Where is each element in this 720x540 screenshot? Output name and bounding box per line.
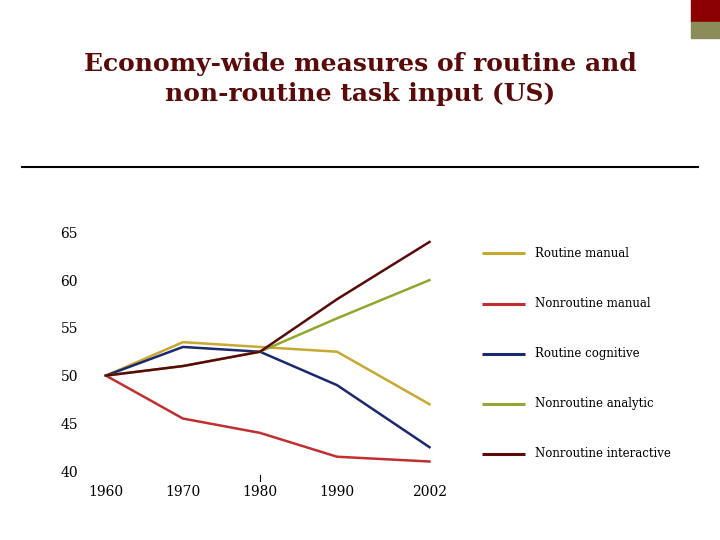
Text: Nonroutine manual: Nonroutine manual: [535, 297, 650, 310]
Bar: [691, 22, 720, 38]
Text: Routine manual: Routine manual: [535, 247, 629, 260]
Text: Routine cognitive: Routine cognitive: [535, 347, 639, 360]
Text: Nonroutine analytic: Nonroutine analytic: [535, 397, 653, 410]
Text: Economy-wide measures of routine and
non-routine task input (US): Economy-wide measures of routine and non…: [84, 52, 636, 106]
Bar: [691, 0, 720, 22]
Text: Nonroutine interactive: Nonroutine interactive: [535, 447, 670, 461]
